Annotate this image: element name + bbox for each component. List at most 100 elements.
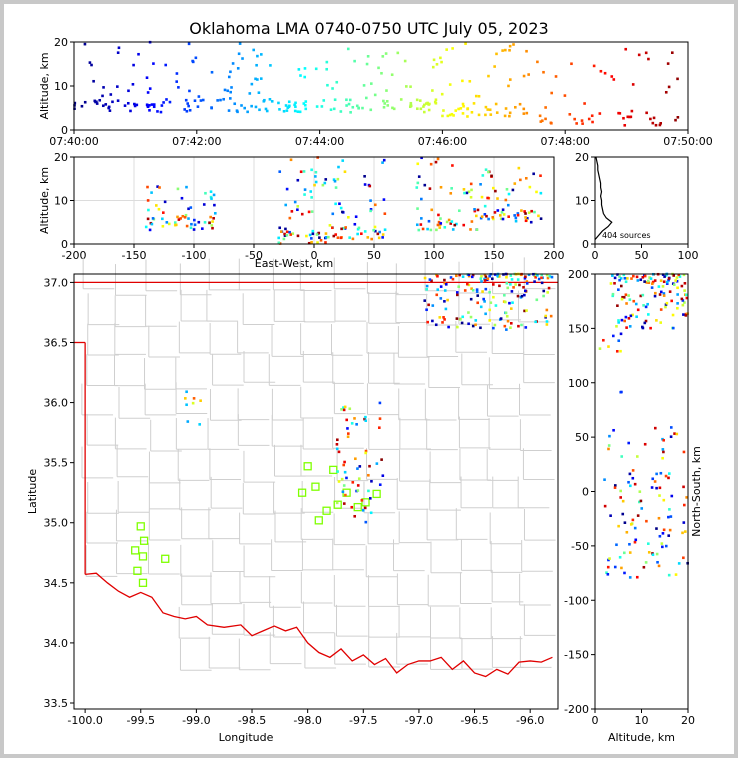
x-tick-label: 0	[592, 249, 599, 262]
lightning-source	[440, 60, 443, 64]
lightning-source	[446, 298, 449, 302]
lightning-source	[659, 290, 663, 294]
lightning-source	[496, 274, 499, 277]
lightning-source	[525, 309, 528, 312]
lightning-source	[643, 442, 647, 446]
lightning-source	[176, 215, 179, 219]
lightning-source	[284, 227, 287, 231]
lightning-source	[619, 332, 623, 336]
lightning-source	[446, 114, 450, 118]
y-tick-label: 10	[54, 195, 68, 208]
lightning-source	[307, 241, 311, 245]
lightning-source	[645, 519, 648, 523]
y-tick-label: -200	[564, 703, 589, 716]
lightning-source	[162, 101, 165, 104]
lightning-source	[681, 303, 685, 307]
lightning-source	[631, 469, 635, 472]
lightning-source	[669, 515, 673, 518]
lightning-source	[342, 502, 346, 505]
lightning-source	[621, 499, 625, 503]
lightning-source	[644, 319, 648, 323]
lightning-source	[525, 280, 529, 283]
lightning-source	[493, 273, 497, 276]
lightning-source	[384, 52, 388, 55]
lma-station-marker	[131, 546, 140, 555]
lightning-source	[538, 114, 542, 118]
lightning-source	[364, 449, 368, 453]
lightning-source	[148, 87, 152, 90]
lightning-source	[184, 213, 188, 217]
lightning-source	[437, 213, 440, 217]
lightning-source	[354, 457, 357, 461]
lightning-source	[518, 283, 521, 287]
y-tick-label: 50	[575, 431, 589, 444]
lightning-source	[317, 231, 321, 235]
lightning-source	[514, 283, 517, 286]
lightning-source	[108, 109, 112, 112]
lma-station-marker	[333, 500, 342, 509]
latitude-y-label: Latitude	[26, 469, 39, 515]
lightning-source	[484, 168, 488, 171]
lightning-source	[487, 170, 490, 174]
east-west-height-panel: -200 -150 -100 -50 0 50 100 150 200 0 10 20 East-Wes…	[38, 151, 565, 270]
lightning-source	[602, 338, 605, 342]
lightning-source	[236, 110, 239, 114]
lightning-source	[516, 212, 520, 215]
lightning-source	[671, 313, 675, 317]
lightning-source	[650, 286, 654, 289]
lightning-source	[369, 511, 373, 515]
x-tick-label: 100	[424, 249, 445, 262]
lightning-source	[309, 190, 313, 193]
lightning-source	[644, 51, 648, 55]
lightning-source	[659, 321, 663, 324]
lightning-source	[434, 160, 438, 164]
lightning-source	[670, 51, 674, 54]
lightning-source	[458, 209, 461, 213]
x-tick-label: 07:46:00	[418, 135, 467, 148]
lightning-source	[198, 423, 201, 426]
lightning-source	[630, 109, 634, 113]
lightning-source	[146, 104, 149, 108]
lightning-source	[197, 95, 201, 98]
y-tick-label: 0	[582, 486, 589, 499]
lightning-source	[350, 422, 354, 425]
lightning-source	[437, 220, 441, 224]
lightning-source	[495, 111, 499, 114]
lightning-source	[622, 273, 626, 277]
lightning-source	[382, 99, 385, 103]
lightning-source	[485, 214, 488, 218]
lma-station-marker	[138, 552, 148, 561]
lightning-source	[512, 43, 515, 46]
lightning-source	[285, 230, 289, 234]
lightning-source	[331, 212, 335, 216]
lightning-source	[373, 93, 377, 97]
lma-station-marker	[361, 498, 370, 507]
lightning-source	[278, 108, 281, 111]
lightning-source	[484, 105, 488, 109]
lightning-source	[269, 64, 272, 67]
lightning-source	[476, 301, 480, 305]
lightning-source	[504, 311, 508, 315]
lightning-source	[675, 279, 679, 283]
lightning-source	[631, 313, 634, 317]
lightning-source	[465, 191, 469, 195]
lightning-source	[544, 117, 547, 121]
lightning-source	[667, 573, 671, 577]
lightning-source	[613, 276, 617, 280]
lightning-source	[385, 100, 389, 103]
lightning-source	[282, 109, 286, 113]
lightning-source	[181, 214, 185, 218]
lightning-source	[619, 349, 622, 353]
lightning-source	[447, 325, 450, 329]
lightning-source	[303, 188, 307, 191]
lightning-source	[339, 110, 343, 113]
lightning-source	[655, 319, 658, 322]
lightning-source	[396, 51, 400, 55]
lightning-source	[347, 102, 351, 106]
lightning-source	[469, 182, 473, 186]
lightning-source	[209, 195, 213, 199]
lightning-source	[250, 82, 254, 86]
lightning-source	[672, 283, 676, 287]
lightning-source	[462, 188, 466, 191]
lightning-source	[512, 286, 515, 289]
